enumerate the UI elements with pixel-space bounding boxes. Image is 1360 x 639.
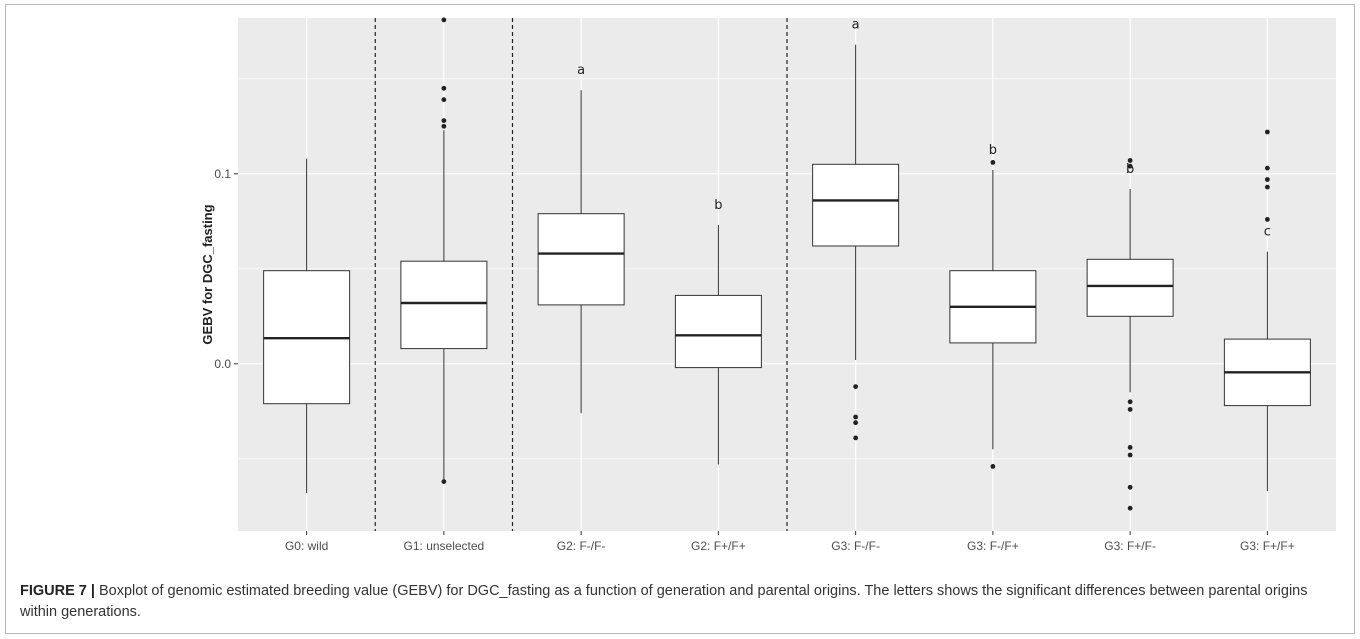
outlier-point — [1127, 163, 1133, 169]
iqr-box — [674, 294, 762, 369]
y-tick-label: 0.0 — [214, 357, 231, 371]
outlier-point — [1127, 445, 1133, 450]
iqr-box — [400, 260, 488, 350]
outlier-point — [990, 160, 996, 165]
boxplot-8: c — [1223, 129, 1311, 492]
caption-label: FIGURE 7 | — [20, 583, 95, 599]
outlier-point — [1264, 184, 1270, 190]
outlier-point — [441, 17, 447, 23]
outlier-point — [441, 118, 447, 123]
outlier-point — [990, 464, 996, 469]
boxplot-2 — [400, 17, 488, 484]
outlier-point — [441, 97, 447, 103]
outlier-point — [853, 384, 859, 389]
caption-text: Boxplot of genomic estimated breeding va… — [20, 583, 1308, 620]
outlier-point — [853, 420, 859, 426]
outlier-point — [1127, 505, 1133, 511]
figure-caption: FIGURE 7 | Boxplot of genomic estimated … — [20, 581, 1345, 623]
boxplot-6: b — [949, 143, 1037, 469]
x-tick-label: G2: F-/F- — [557, 539, 606, 553]
boxplot-3: a — [537, 63, 625, 414]
boxplot-1 — [263, 158, 351, 493]
x-tick-label: G3: F-/F+ — [967, 539, 1019, 553]
significance-letter: b — [714, 198, 722, 213]
outlier-point — [1264, 217, 1270, 222]
outlier-point — [853, 414, 859, 420]
boxplot-chart: a b a b b c 0.1 0.0 G0: wild G1: unselected G2: F-… — [200, 17, 1336, 553]
outlier-point — [1127, 452, 1133, 458]
outlier-point — [441, 85, 447, 91]
iqr-box — [1086, 258, 1174, 317]
x-tick-label: G3: F+/F- — [1104, 539, 1156, 553]
y-tick-label: 0.1 — [214, 167, 231, 181]
significance-letter: a — [852, 18, 860, 33]
y-axis-label: GEBV for DGC_fasting — [200, 204, 215, 344]
outlier-point — [1127, 407, 1133, 412]
significance-letter: b — [1126, 162, 1134, 177]
boxplot-7: b — [1086, 158, 1174, 511]
x-tick-label: G1: unselected — [404, 539, 485, 553]
outlier-point — [1264, 165, 1270, 171]
x-tick-label: G3: F-/F- — [831, 539, 880, 553]
figure-frame: a b a b b c 0.1 0.0 G0: wild G1: unselected G2: F-… — [5, 4, 1355, 634]
significance-letter: b — [989, 143, 997, 158]
iqr-box — [812, 163, 900, 247]
outlier-point — [853, 435, 859, 441]
x-tick-label: G0: wild — [285, 539, 328, 553]
boxplot-4: b — [674, 198, 762, 465]
outlier-point — [1127, 158, 1133, 163]
outlier-point — [441, 479, 447, 484]
x-tick-label: G3: F+/F+ — [1240, 539, 1295, 553]
outlier-point — [1264, 129, 1270, 135]
outlier-point — [1264, 177, 1270, 182]
x-tick-label: G2: F+/F+ — [691, 539, 746, 553]
significance-letter: c — [1264, 225, 1271, 240]
boxplot-5: a — [812, 18, 900, 441]
outlier-point — [1127, 399, 1133, 405]
outlier-point — [441, 123, 447, 129]
iqr-box — [537, 213, 625, 306]
significance-letter: a — [577, 63, 585, 78]
outlier-point — [1127, 484, 1133, 490]
